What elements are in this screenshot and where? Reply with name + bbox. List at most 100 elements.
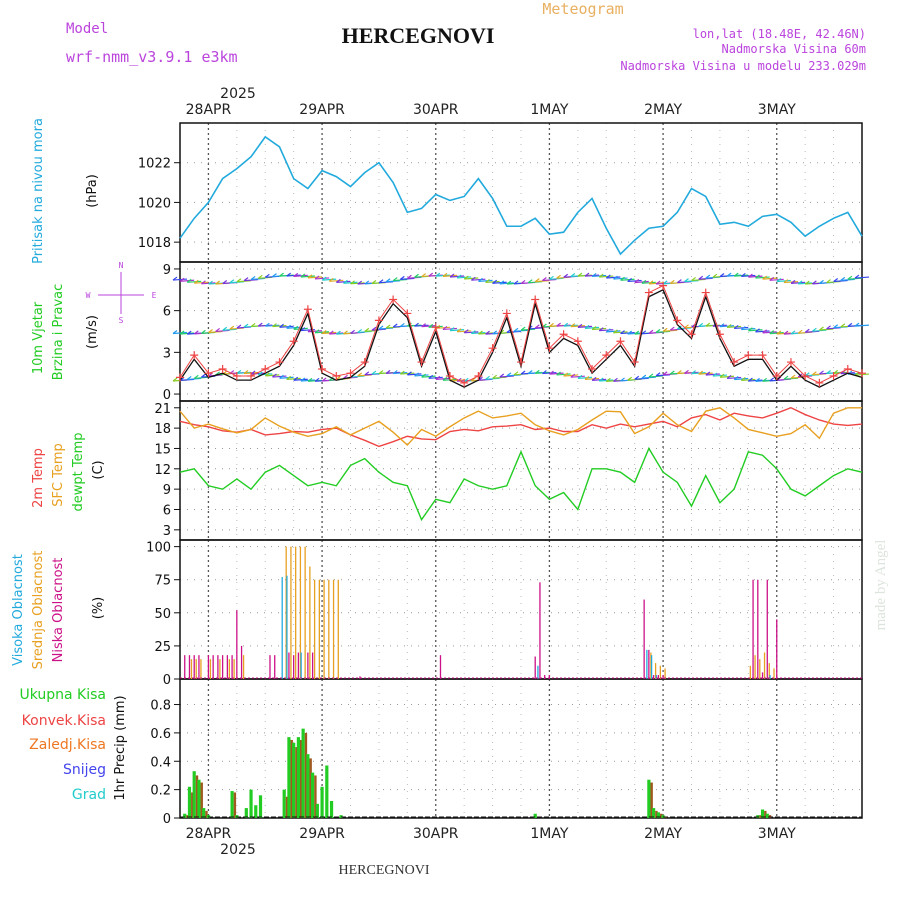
wind-arrow — [847, 277, 862, 280]
wind-arrow-head — [591, 272, 597, 277]
wind-arrow-head — [385, 324, 391, 329]
wind-arrow-head — [648, 373, 654, 378]
y-tick-label: 3 — [163, 346, 171, 361]
wind-arrow-head — [307, 274, 313, 279]
wind-arrow — [719, 325, 735, 328]
precip-total-bar — [296, 737, 301, 818]
wind-arrow-head — [762, 329, 768, 334]
wind-arrow — [727, 376, 742, 380]
precip-convective-bar — [233, 792, 237, 818]
wind-arrow-head — [712, 372, 718, 377]
wind-arrow-head — [684, 369, 689, 374]
wind-arrow-head — [570, 273, 576, 277]
wind-gust-marker — [701, 288, 710, 297]
wind-arrow — [386, 371, 401, 374]
wind-arrow — [400, 277, 415, 280]
wind-arrow-head — [783, 375, 789, 380]
wind-gust-marker — [204, 369, 213, 378]
wind-arrow-head — [733, 272, 739, 277]
precip-convective-bar — [655, 810, 658, 818]
wind-arrow-head — [201, 329, 206, 334]
top-day-label: 28APR — [186, 102, 232, 118]
precip-total-bar — [230, 791, 234, 818]
wind-arrow-head — [414, 372, 419, 377]
wind-arrow-head — [414, 322, 419, 327]
wind-arrow — [663, 329, 678, 332]
wind-arrow-head — [456, 274, 462, 279]
wind-arrow — [620, 278, 635, 281]
wind-gust-marker — [431, 323, 440, 332]
wind-arrow-head — [534, 278, 540, 283]
wind-arrow — [719, 375, 735, 378]
wind-arrow — [180, 279, 195, 282]
wind-arrow-head — [336, 375, 341, 380]
wind-arrow-head — [740, 376, 746, 381]
wind-arrow-head — [492, 374, 498, 379]
wind-arrow-head — [755, 377, 760, 382]
wind-arrow-head — [520, 370, 526, 375]
wind-arrow-head — [357, 280, 363, 285]
wind-arrow — [698, 372, 713, 375]
wind-arrow-head — [655, 280, 661, 285]
wind-arrow — [471, 278, 486, 281]
wind-arrow — [279, 325, 294, 328]
wind-arrow — [350, 282, 365, 285]
wind-gust-marker — [559, 330, 568, 339]
wind-arrow-head — [350, 329, 355, 334]
wind-arrow — [322, 278, 337, 281]
wind-arrow — [464, 331, 479, 334]
wind-arrow-head — [591, 376, 597, 381]
wind-arrow — [769, 278, 784, 281]
wind-speed-line — [179, 288, 863, 388]
wind-arrow — [428, 376, 443, 379]
wind-arrow-head — [321, 377, 327, 382]
wind-arrow-head — [428, 323, 434, 328]
footer-station-label: HERCEGNOVI — [339, 863, 430, 878]
wind-arrow — [265, 324, 280, 327]
wind-gust-marker — [346, 369, 355, 378]
wind-arrow — [286, 377, 301, 380]
wind-arrow-head — [819, 279, 824, 284]
y-tick-label: 15 — [154, 442, 171, 457]
wind-arrow-head — [435, 272, 441, 277]
wind-arrow-head — [634, 375, 640, 380]
wind-arrow — [684, 279, 699, 283]
wind-gust-marker — [247, 371, 256, 380]
wind-arrow-head — [328, 277, 334, 282]
precip-convective-bar — [659, 813, 663, 818]
wind-gust-marker — [602, 351, 611, 360]
wind-arrow-head — [371, 370, 377, 375]
wind-arrow-head — [726, 272, 732, 277]
wind-arrow-head — [613, 329, 618, 334]
wind-arrow — [215, 329, 230, 333]
wind-arrow-head — [421, 323, 427, 328]
wind-arrow — [734, 274, 749, 277]
wind-arrow-head — [577, 323, 583, 328]
precip-total-bar — [765, 813, 769, 818]
wind-arrow — [293, 378, 308, 381]
wind-arrow-head — [655, 328, 661, 333]
precip-total-bar — [533, 813, 537, 818]
wind-arrow — [748, 379, 763, 382]
wind-gust-marker — [360, 358, 369, 367]
wind-arrow-head — [620, 330, 625, 335]
bottom-day-label: 28APR — [186, 826, 232, 842]
wind-arrow-head — [627, 376, 633, 381]
wind-arrow-head — [364, 327, 370, 332]
panel-grids: 101810201022036936912151821025507510000.… — [138, 122, 863, 827]
wind-arrow-head — [186, 278, 192, 283]
wind-arrow-head — [264, 322, 270, 327]
wind-arrow-head — [705, 322, 711, 327]
wind-arrow-head — [471, 377, 476, 382]
wind-arrow-head — [776, 278, 782, 282]
bottom-day-labels: 28APR 29APR 30APR 1MAY 2MAY 3MAY — [186, 826, 797, 842]
wind-arrow-head — [485, 330, 490, 335]
wind-arrow-head — [584, 375, 590, 380]
wind-arrow-head — [328, 330, 334, 335]
wind-arrow — [315, 331, 330, 334]
y-tick-label: 1022 — [138, 157, 171, 172]
wind-arrow-head — [350, 280, 355, 285]
wind-arrow-head — [662, 327, 668, 332]
wind-arrow — [570, 375, 585, 378]
